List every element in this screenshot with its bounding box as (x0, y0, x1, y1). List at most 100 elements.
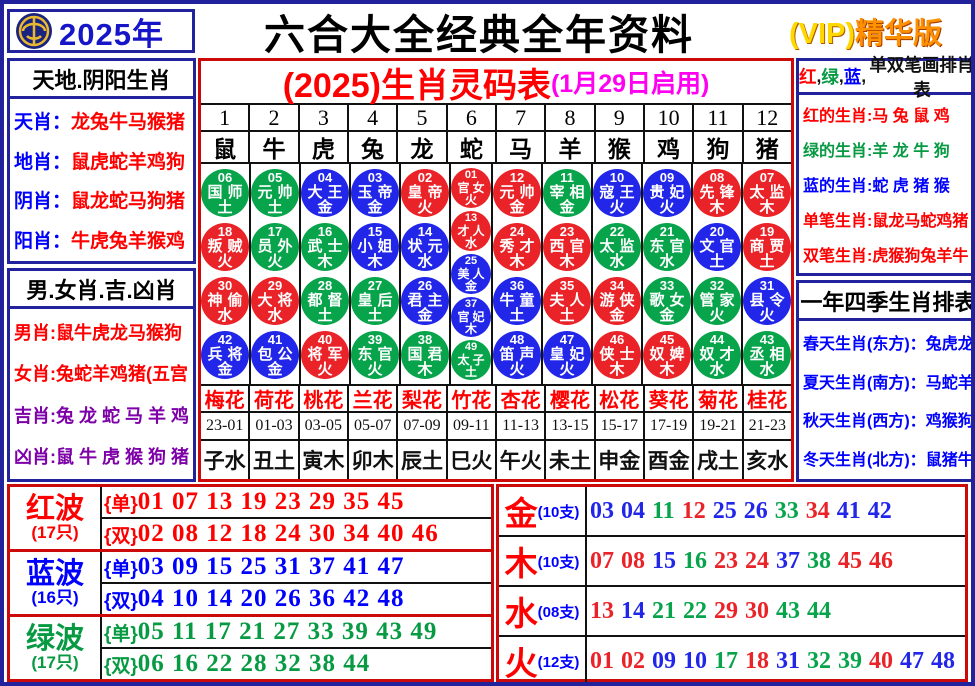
ball-element: 水 (417, 253, 433, 270)
panel-color-strokes-title: 红, 绿, 蓝, 单双笔画排肖表 (799, 55, 971, 100)
wave-numbers: 05 11 17 21 27 33 39 43 49 (137, 618, 438, 645)
sidebar-row: 绿的生肖: 羊 龙 牛 狗 (803, 137, 971, 161)
number-ball-41: 41 包公金 (251, 331, 300, 379)
element-number: 47 (900, 647, 924, 674)
flower-cell: 荷花 (248, 386, 297, 412)
ball-number: 06 (217, 170, 233, 185)
element-number: 48 (931, 647, 955, 674)
wave-group-蓝波: 蓝波 (16只) {单} 03 09 15 25 31 37 41 47 {双} 04 1… (10, 549, 491, 614)
flower-cell: 桂花 (741, 386, 791, 412)
element-number: 08 (621, 547, 645, 574)
flower-cell: 葵花 (642, 386, 692, 412)
sidebar-row: 红的生肖: 马 兔 鼠 鸡 (803, 102, 971, 126)
ball-element: 木 (609, 361, 625, 378)
number-ball-42: 42 兵将金 (201, 331, 250, 379)
sidebar-row-label: 夏天生肖(南方)： (803, 374, 926, 392)
number-ball-25: 25 美人金 (451, 253, 492, 294)
ball-title: 县令 (749, 292, 790, 309)
sidebar-row-value: 鸡猴狗 (925, 413, 974, 431)
right-sidebar: 红, 绿, 蓝, 单双笔画排肖表 红的生肖: 马 兔 鼠 鸡绿的生肖: 羊 龙 牛 狗蓝的… (796, 55, 974, 482)
ball-element: 土 (317, 307, 333, 324)
wave-count: (17只) (31, 523, 79, 543)
ball-element: 金 (417, 307, 433, 324)
column-number: 3 (297, 105, 347, 130)
number-ball-29: 29 大将水 (251, 277, 300, 325)
number-ball-44: 44 奴才水 (693, 331, 742, 379)
sidebar-row-label: 绿的生肖: (803, 143, 873, 161)
ball-element: 土 (217, 199, 233, 216)
ball-title: 官妃 (457, 310, 488, 325)
ball-title: 国君 (407, 346, 448, 363)
element-number: 18 (745, 647, 769, 674)
ball-element: 金 (609, 307, 625, 324)
sidebar-row: 阴肖： 鼠龙蛇马狗猪 (14, 186, 189, 213)
sidebar-row-label: 红的生肖: (803, 108, 873, 126)
ball-number: 46 (609, 332, 625, 347)
ball-number: 40 (317, 332, 333, 347)
ball-element: 土 (709, 253, 725, 270)
odd-even-tag: {单} (104, 493, 138, 515)
ball-title: 游侠 (599, 292, 640, 309)
number-ball-27: 27 皇后土 (351, 277, 400, 325)
wave-number-row: {单} 03 09 15 25 31 37 41 47 (102, 552, 491, 582)
sidebar-row: 春天生肖(东方)： 兔虎龙 (803, 330, 971, 354)
content: 天地.阴阳生肖 天肖： 龙兔牛马猴猪 地肖： 鼠虎蛇羊鸡狗 阴肖： 鼠龙蛇马狗猪 阳肖： 牛虎… (7, 55, 971, 482)
branch-cell: 巳火 (445, 441, 495, 479)
sidebar-row-value: 牛虎兔羊猴鸡 (71, 230, 186, 252)
panel-color-strokes-rows: 红的生肖: 马 兔 鼠 鸡绿的生肖: 羊 龙 牛 狗蓝的生肖: 蛇 虎 猪 猴单笔生肖… (799, 95, 971, 273)
element-count: (10支) (537, 503, 580, 521)
time-cell: 11-13 (494, 413, 544, 439)
flower-cell: 桃花 (297, 386, 347, 412)
zodiac-cell: 猪 (741, 132, 791, 162)
ball-number: 21 (659, 224, 675, 239)
number-ball-14: 14 状元水 (401, 223, 450, 271)
number-ball-31: 31 县令火 (743, 277, 792, 325)
ball-number: 13 (464, 211, 478, 224)
number-ball-01: 01 官女火 (451, 167, 492, 208)
element-number: 11 (652, 497, 675, 524)
sidebar-row-value: 鼠牛虎龙马猴狗 (56, 322, 182, 343)
element-number: 04 (621, 497, 645, 524)
ball-title: 牛童 (499, 292, 540, 309)
panel-title-part: 单双笔画排肖表 (869, 54, 975, 100)
ball-number: 18 (217, 224, 233, 239)
number-ball-24: 24 秀才木 (493, 223, 542, 271)
sidebar-row-value: 马蛇羊 (925, 374, 974, 392)
ball-number: 08 (709, 170, 725, 185)
ball-number: 01 (464, 168, 478, 181)
branch-cell: 申金 (593, 441, 643, 479)
wave-numbers: 04 10 14 20 26 36 42 48 (137, 585, 405, 612)
vip-label: (VIP) (788, 18, 856, 50)
ball-number: 17 (267, 224, 283, 239)
ball-number: 33 (659, 278, 675, 293)
sidebar-row-label: 春天生肖(东方)： (803, 336, 926, 354)
ball-title: 美人 (457, 266, 488, 281)
ball-number: 44 (709, 332, 725, 347)
sidebar-row-value: 鼠龙蛇马狗猪 (71, 191, 186, 213)
sidebar-row-label: 秋天生肖(西方)： (803, 413, 926, 431)
number-ball-19: 19 商贾土 (743, 223, 792, 271)
ball-number: 30 (217, 278, 233, 293)
ball-element: 木 (559, 253, 575, 270)
sidebar-row: 夏天生肖(南方)： 马蛇羊 (803, 369, 974, 393)
branch-row: 子水 丑土 寅木 卯木 辰土 巳火 午火 未土 申金 酉金 戌土 亥水 (201, 441, 791, 479)
column-number: 9 (593, 105, 643, 130)
ball-element: 木 (417, 361, 433, 378)
wave-number-row: {单} 05 11 17 21 27 33 39 43 49 (102, 617, 491, 647)
number-ball-13: 13 才人水 (451, 210, 492, 251)
ball-title: 都督 (307, 292, 348, 309)
ball-element: 木 (465, 322, 478, 337)
odd-even-tag: {单} (104, 623, 138, 645)
number-ball-36: 36 牛童土 (493, 277, 542, 325)
number-ball-04: 04 大王金 (301, 169, 350, 217)
zodiac-cell: 羊 (544, 132, 593, 162)
element-row-水: 水 (08支) 13 14 21 22 29 30 43 44 (499, 585, 965, 635)
element-label: 水 (08支) (499, 587, 587, 635)
ball-number: 35 (559, 278, 575, 293)
ball-number: 41 (267, 332, 283, 347)
column-number: 8 (544, 105, 593, 130)
sidebar-row-label: 阴肖： (14, 191, 72, 213)
ball-number: 42 (217, 332, 233, 347)
ball-title: 笛声 (499, 346, 540, 363)
logo-year-box: 2025年 (7, 9, 195, 53)
